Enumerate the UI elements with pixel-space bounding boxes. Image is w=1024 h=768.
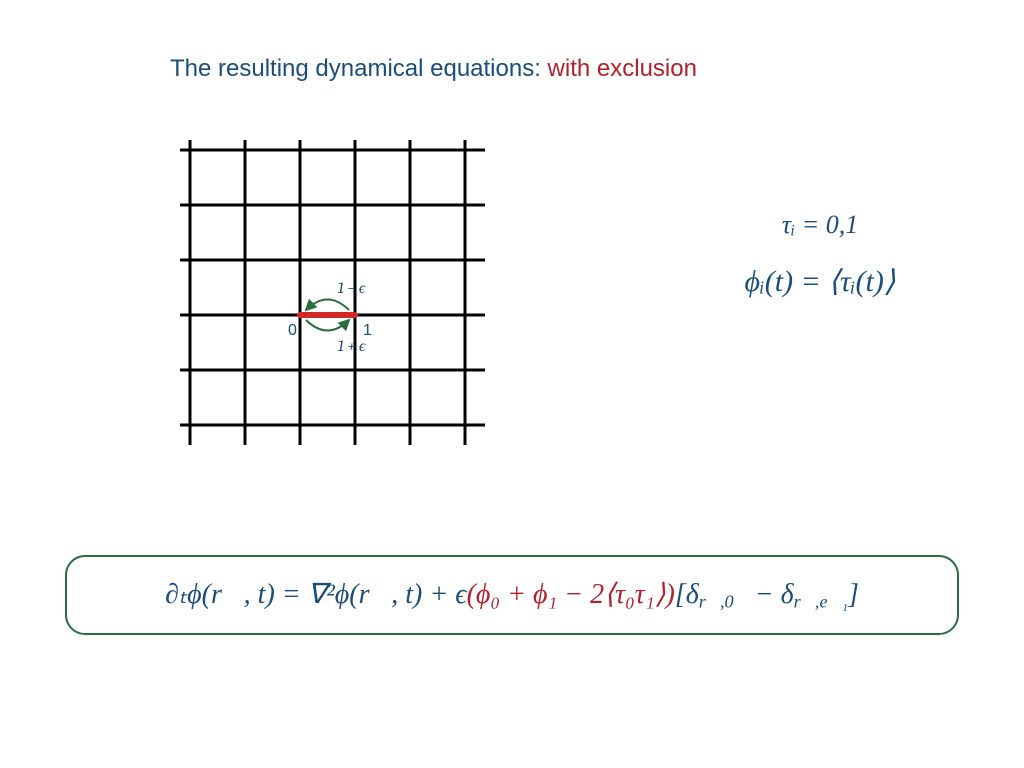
side-eq-2: ϕᵢ(t) = ⟨τᵢ(t)⟩ [660,264,980,299]
title-main: The resulting dynamical equations: [170,55,548,82]
eq-seg2: (ϕ₀ + ϕ₁ − 2⟨τ₀τ₁⟩) [467,579,675,610]
slide: The resulting dynamical equations: with … [0,0,1024,768]
svg-text:0: 0 [288,322,297,339]
side-eq-1: τᵢ = 0,1 [660,210,980,240]
slide-title: The resulting dynamical equations: with … [170,55,697,83]
svg-text:1 − ϵ: 1 − ϵ [338,279,366,297]
eq-seg3: [δr⃗,0⃗ − δr⃗,e⃗₁] [675,579,859,610]
title-aux: with exclusion [548,55,697,82]
main-equation-box: ∂ₜϕ(r⃗, t) = ∇²ϕ(r⃗, t) + ϵ(ϕ₀ + ϕ₁ − 2⟨… [65,555,959,635]
side-equations: τᵢ = 0,1 ϕᵢ(t) = ⟨τᵢ(t)⟩ [660,210,980,299]
lattice-diagram: 1 − ϵ 1 + ϵ 0 1 [180,140,500,480]
lattice-svg: 1 − ϵ 1 + ϵ 0 1 [180,140,520,500]
svg-text:1 + ϵ: 1 + ϵ [338,337,367,355]
svg-text:1: 1 [363,322,372,339]
eq-seg1: ∂ₜϕ(r⃗, t) = ∇²ϕ(r⃗, t) + ϵ [165,579,466,610]
